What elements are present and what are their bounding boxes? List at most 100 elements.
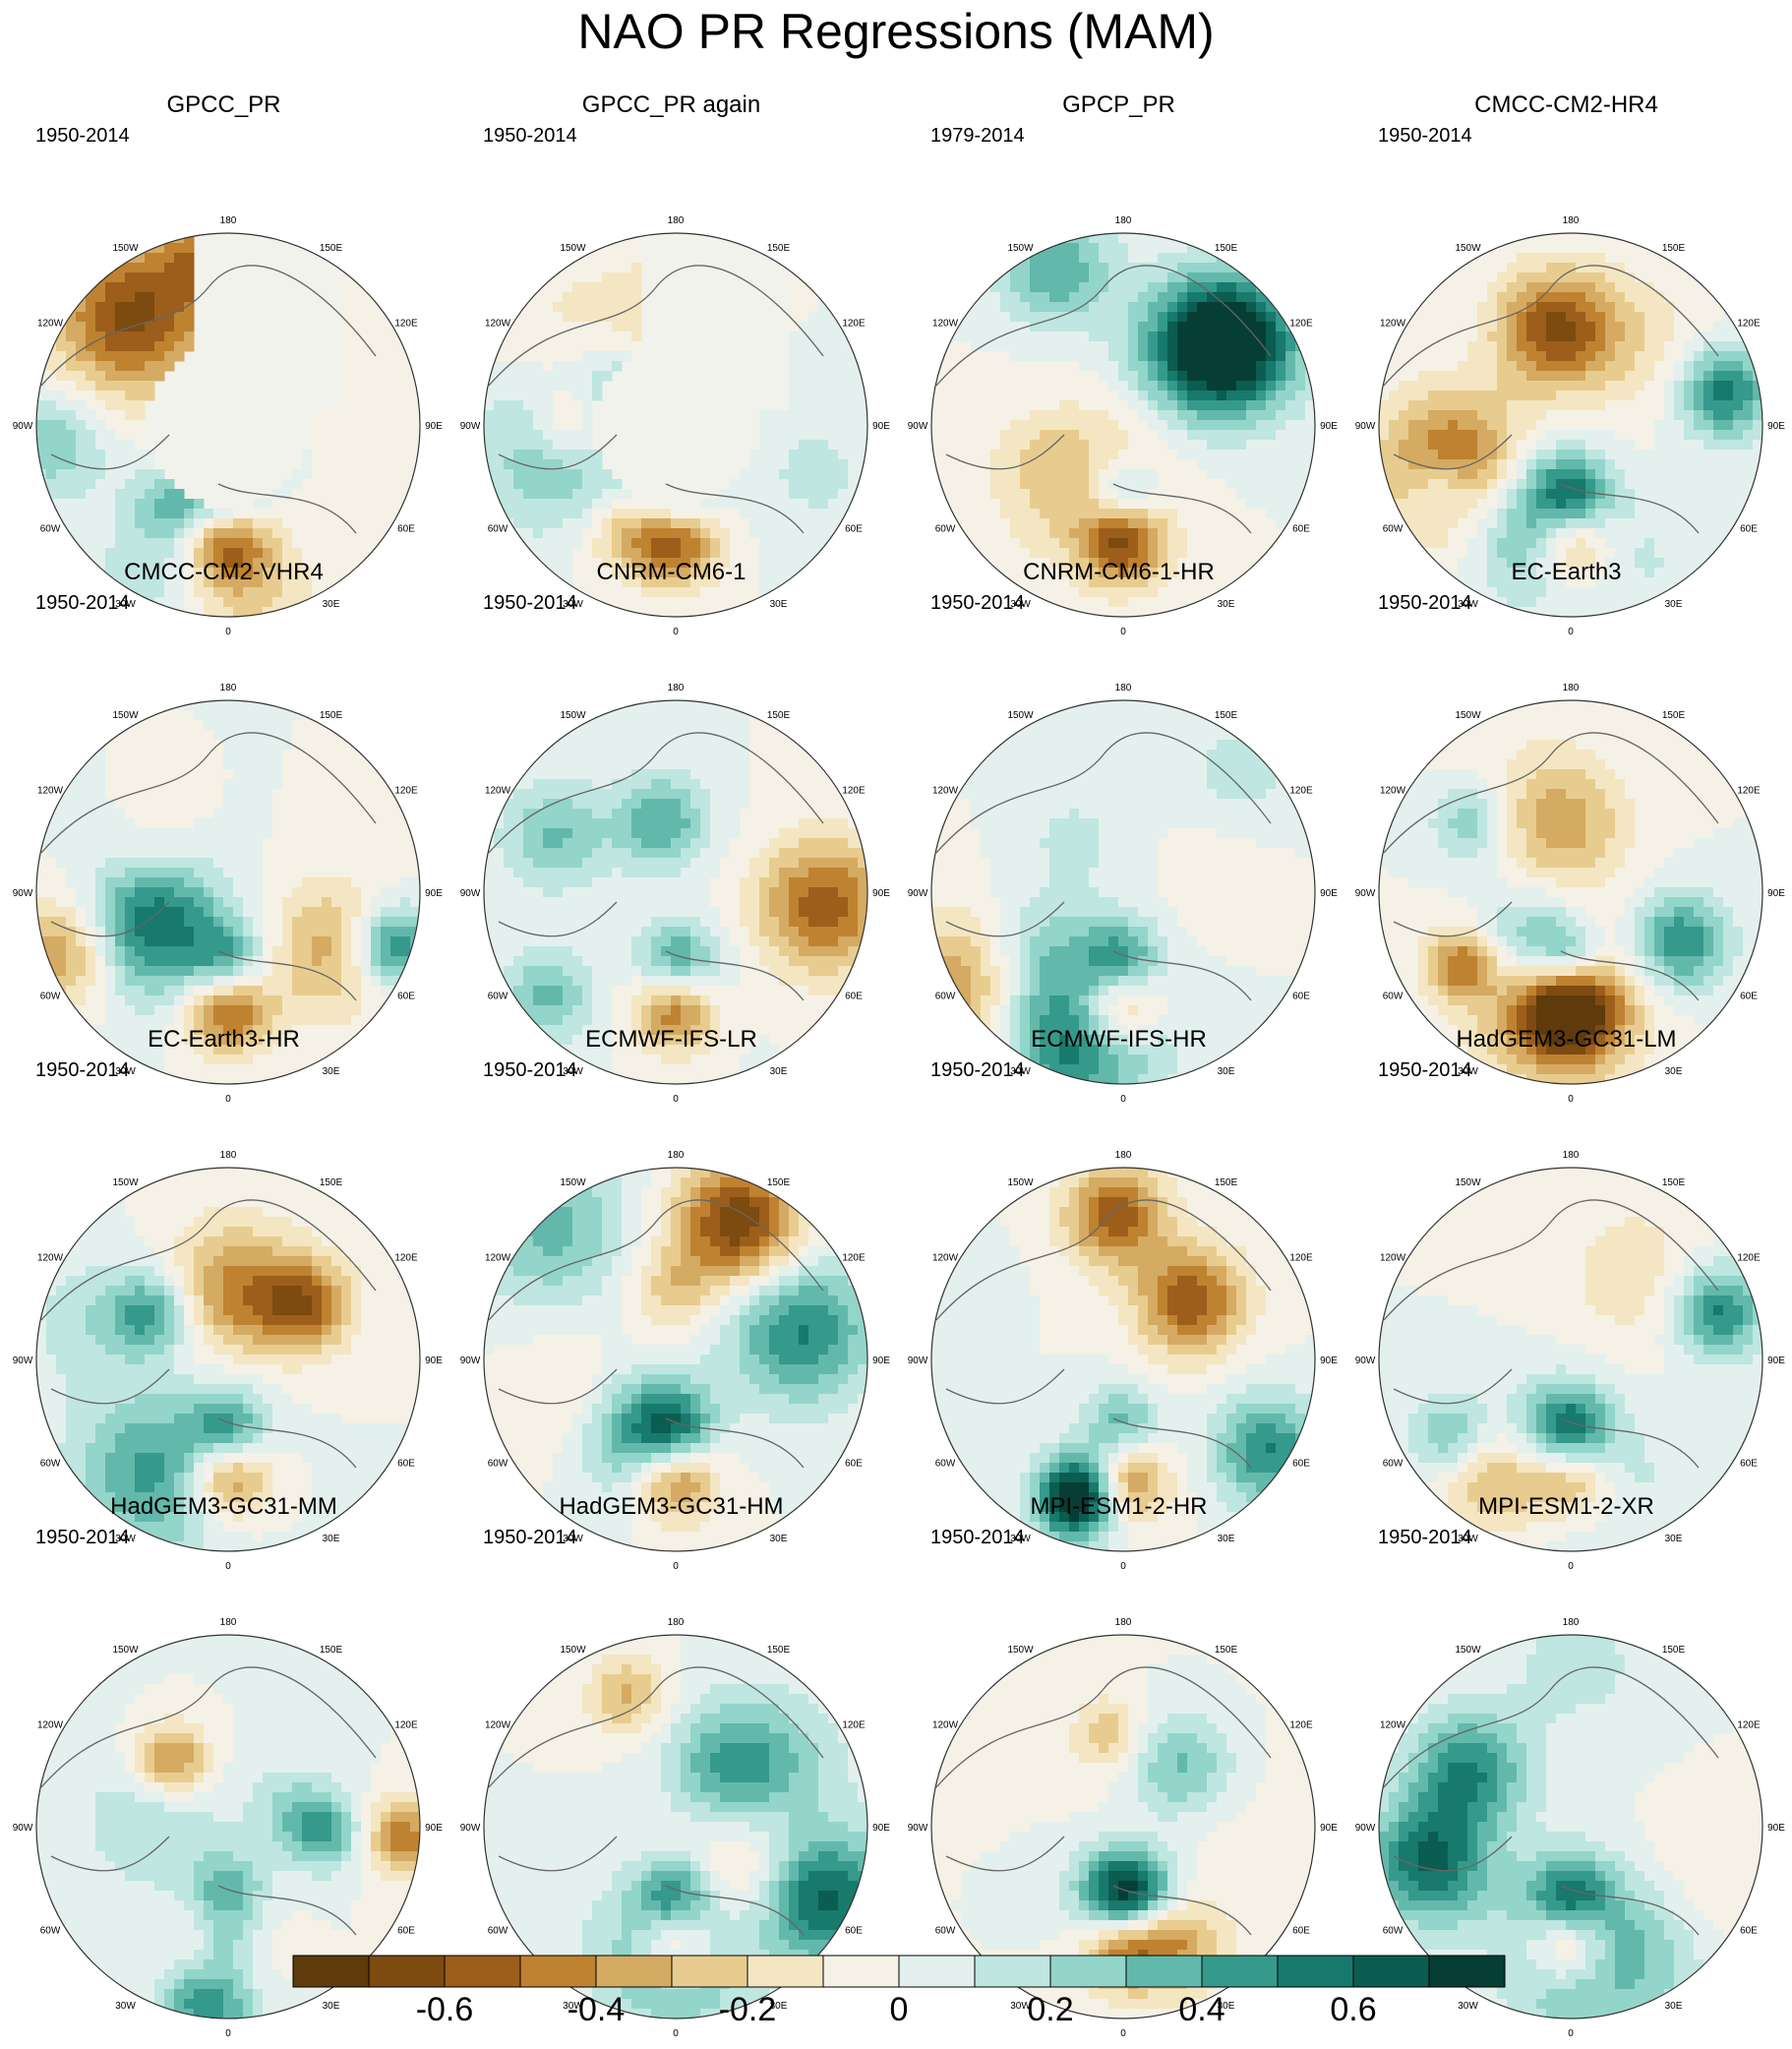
field-cell xyxy=(848,459,859,470)
field-cell xyxy=(1566,361,1577,372)
field-cell xyxy=(838,469,849,480)
field-cell xyxy=(1069,597,1080,608)
field-cell xyxy=(504,479,514,490)
field-cell xyxy=(1713,450,1724,460)
field-cell xyxy=(1069,499,1080,510)
field-cell xyxy=(1507,509,1518,519)
field-cell xyxy=(1644,420,1655,431)
field-cell xyxy=(1546,400,1557,411)
field-cell xyxy=(263,740,273,751)
field-cell xyxy=(1389,391,1400,401)
field-cell xyxy=(1497,253,1508,264)
field-cell xyxy=(1644,548,1655,559)
field-cell xyxy=(572,341,583,352)
field-cell xyxy=(56,381,67,392)
field-cell xyxy=(789,400,800,411)
field-cell xyxy=(1625,440,1636,451)
field-cell xyxy=(1099,400,1109,411)
field-cell xyxy=(1448,391,1459,401)
field-cell xyxy=(838,440,849,451)
field-cell xyxy=(1246,558,1257,569)
field-cell xyxy=(1428,322,1439,332)
field-cell xyxy=(263,877,273,888)
field-cell xyxy=(105,381,116,392)
field-cell xyxy=(769,509,780,519)
field-cell xyxy=(213,548,224,559)
field-cell xyxy=(1256,292,1267,303)
field-cell xyxy=(76,322,87,332)
longitude-label: 60W xyxy=(40,524,61,535)
field-cell xyxy=(779,548,790,559)
field-cell xyxy=(174,263,185,273)
field-cell xyxy=(494,410,505,421)
field-cell xyxy=(223,740,234,751)
field-cell xyxy=(533,322,544,332)
field-cell xyxy=(115,577,126,588)
field-cell xyxy=(233,518,244,529)
field-cell xyxy=(1000,351,1011,362)
field-cell xyxy=(1694,312,1704,323)
field-cell xyxy=(135,322,146,332)
field-cell xyxy=(494,420,505,431)
field-cell xyxy=(1625,459,1636,470)
field-cell xyxy=(1148,459,1159,470)
field-cell xyxy=(1694,361,1704,372)
field-cell xyxy=(769,440,780,451)
field-cell xyxy=(86,868,96,878)
field-cell xyxy=(125,312,136,323)
field-cell xyxy=(253,818,264,829)
field-cell xyxy=(95,459,106,470)
field-cell xyxy=(154,371,165,382)
field-cell xyxy=(400,371,411,382)
field-cell xyxy=(351,779,362,790)
field-cell xyxy=(233,577,244,588)
field-cell xyxy=(1467,499,1478,510)
field-cell xyxy=(799,528,809,539)
field-cell xyxy=(1128,400,1139,411)
field-cell xyxy=(592,499,603,510)
field-cell xyxy=(1674,420,1685,431)
field-cell xyxy=(233,779,244,790)
field-cell xyxy=(1467,489,1478,500)
field-cell xyxy=(95,479,106,490)
field-cell xyxy=(371,779,382,790)
field-cell xyxy=(341,538,352,549)
field-cell xyxy=(563,450,573,460)
field-cell xyxy=(95,499,106,510)
field-cell xyxy=(990,518,1001,529)
field-cell xyxy=(1167,587,1178,598)
field-cell xyxy=(125,459,136,470)
field-cell xyxy=(1059,312,1070,323)
field-cell xyxy=(1625,587,1636,598)
field-cell xyxy=(1177,351,1188,362)
field-cell xyxy=(1187,597,1198,608)
field-cell xyxy=(213,809,224,819)
field-cell xyxy=(494,430,505,441)
field-cell xyxy=(351,548,362,559)
field-cell xyxy=(1236,499,1247,510)
field-cell xyxy=(1635,489,1645,500)
field-cell xyxy=(1217,381,1227,392)
field-cell xyxy=(1585,479,1596,490)
field-cell xyxy=(341,410,352,421)
field-cell xyxy=(1546,450,1557,460)
field-cell xyxy=(1167,341,1178,352)
field-cell xyxy=(523,381,534,392)
field-cell xyxy=(1148,351,1159,362)
field-cell xyxy=(951,509,962,519)
field-cell xyxy=(410,400,420,411)
field-cell xyxy=(1507,440,1518,451)
field-cell xyxy=(1128,558,1139,569)
field-cell xyxy=(371,420,382,431)
field-cell xyxy=(681,587,691,598)
field-cell xyxy=(1713,509,1724,519)
field-cell xyxy=(1069,400,1080,411)
field-cell xyxy=(1635,479,1645,490)
field-cell xyxy=(1167,391,1178,401)
field-cell xyxy=(1089,568,1100,578)
field-cell xyxy=(1000,371,1011,382)
field-cell xyxy=(1477,253,1488,264)
field-cell xyxy=(1625,371,1636,382)
field-cell xyxy=(1713,518,1724,529)
field-cell xyxy=(563,489,573,500)
